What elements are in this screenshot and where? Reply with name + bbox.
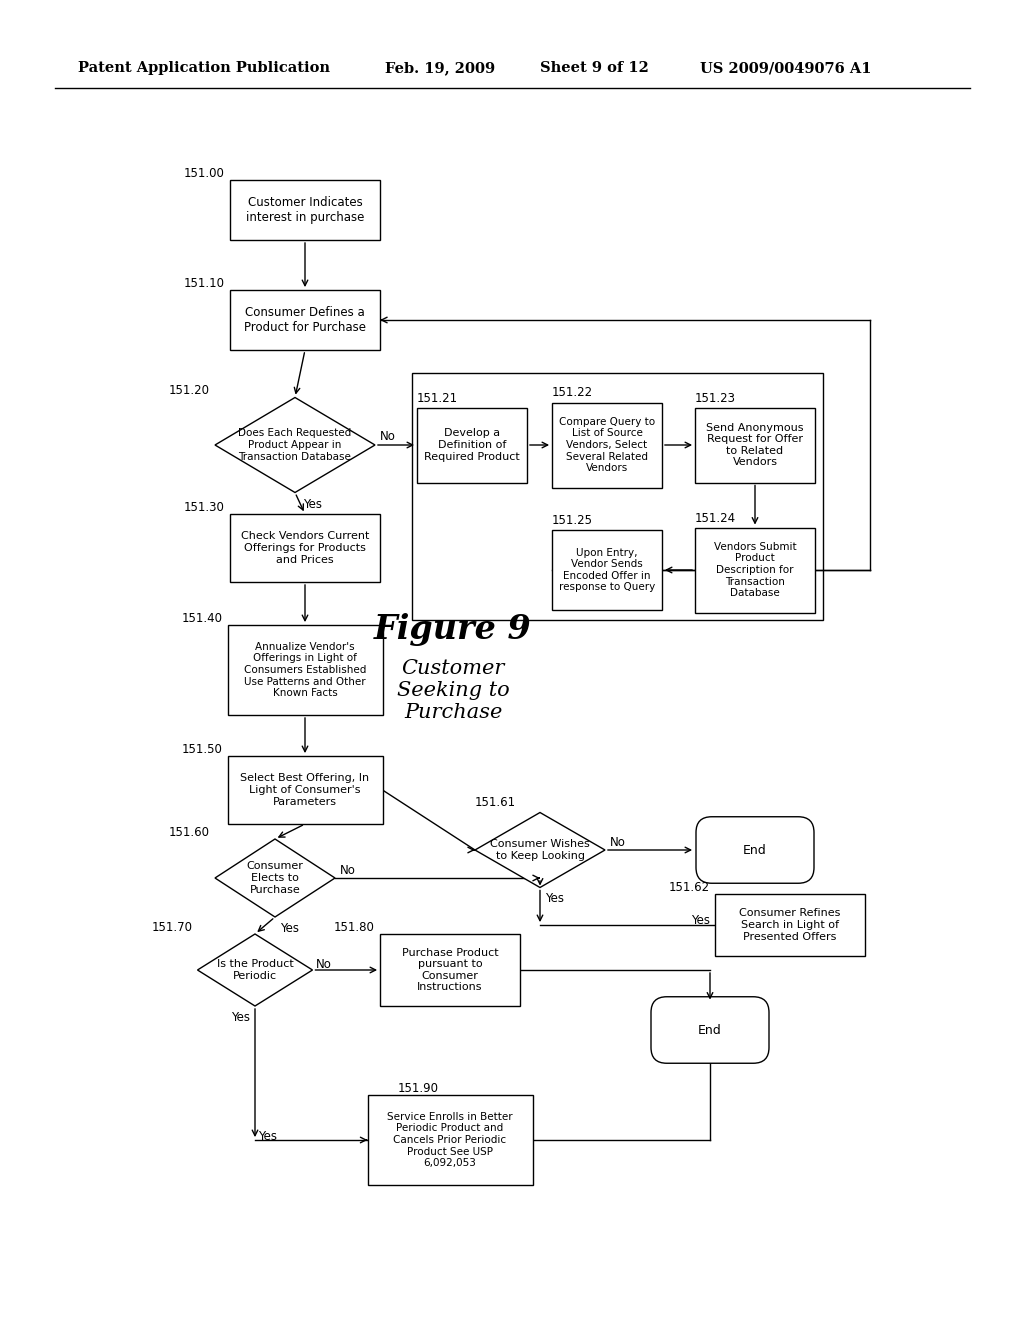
Text: 151.10: 151.10 bbox=[184, 277, 225, 290]
Bar bbox=[230, 290, 380, 350]
Text: Vendors Submit
Product
Description for
Transaction
Database: Vendors Submit Product Description for T… bbox=[714, 541, 797, 598]
Text: Customer
Seeking to
Purchase: Customer Seeking to Purchase bbox=[396, 659, 509, 722]
Bar bbox=[368, 1096, 532, 1185]
Text: Consumer Wishes
to Keep Looking: Consumer Wishes to Keep Looking bbox=[490, 840, 590, 861]
Text: 151.00: 151.00 bbox=[184, 168, 225, 180]
Bar bbox=[695, 528, 815, 612]
Text: 151.23: 151.23 bbox=[695, 392, 736, 404]
Text: Does Each Requested
Product Appear in
Transaction Database: Does Each Requested Product Appear in Tr… bbox=[239, 429, 351, 462]
Text: Annualize Vendor's
Offerings in Light of
Consumers Established
Use Patterns and : Annualize Vendor's Offerings in Light of… bbox=[244, 642, 367, 698]
Polygon shape bbox=[198, 935, 312, 1006]
Text: Yes: Yes bbox=[545, 892, 564, 906]
Text: No: No bbox=[380, 430, 396, 444]
Text: Yes: Yes bbox=[303, 498, 322, 511]
FancyBboxPatch shape bbox=[651, 997, 769, 1063]
FancyBboxPatch shape bbox=[696, 817, 814, 883]
Text: Yes: Yes bbox=[231, 1011, 250, 1024]
Text: Consumer Refines
Search in Light of
Presented Offers: Consumer Refines Search in Light of Pres… bbox=[739, 908, 841, 941]
Text: No: No bbox=[610, 836, 626, 849]
Text: Yes: Yes bbox=[280, 921, 299, 935]
Text: Yes: Yes bbox=[691, 915, 710, 928]
Text: 151.40: 151.40 bbox=[181, 612, 222, 624]
Text: 151.22: 151.22 bbox=[552, 387, 593, 400]
Text: Customer Indicates
interest in purchase: Customer Indicates interest in purchase bbox=[246, 195, 365, 224]
Polygon shape bbox=[215, 397, 375, 492]
Bar bbox=[412, 372, 823, 620]
Bar bbox=[227, 756, 383, 824]
Text: Purchase Product
pursuant to
Consumer
Instructions: Purchase Product pursuant to Consumer In… bbox=[401, 948, 499, 993]
Text: Consumer Defines a
Product for Purchase: Consumer Defines a Product for Purchase bbox=[244, 306, 366, 334]
Text: Check Vendors Current
Offerings for Products
and Prices: Check Vendors Current Offerings for Prod… bbox=[241, 532, 370, 565]
Bar bbox=[695, 408, 815, 483]
Text: Patent Application Publication: Patent Application Publication bbox=[78, 61, 330, 75]
Bar bbox=[227, 624, 383, 715]
Bar bbox=[380, 935, 520, 1006]
Text: 151.61: 151.61 bbox=[475, 796, 516, 809]
Text: 151.25: 151.25 bbox=[552, 513, 593, 527]
Text: End: End bbox=[698, 1023, 722, 1036]
Text: 151.20: 151.20 bbox=[169, 384, 210, 397]
Text: End: End bbox=[743, 843, 767, 857]
Text: 151.60: 151.60 bbox=[169, 826, 210, 840]
Bar bbox=[552, 403, 662, 487]
Bar bbox=[230, 180, 380, 240]
Text: Service Enrolls in Better
Periodic Product and
Cancels Prior Periodic
Product Se: Service Enrolls in Better Periodic Produ… bbox=[387, 1111, 513, 1168]
Text: US 2009/0049076 A1: US 2009/0049076 A1 bbox=[700, 61, 871, 75]
Bar bbox=[417, 408, 527, 483]
Text: Compare Query to
List of Source
Vendors, Select
Several Related
Vendors: Compare Query to List of Source Vendors,… bbox=[559, 417, 655, 473]
Text: No: No bbox=[315, 957, 332, 970]
Polygon shape bbox=[215, 840, 335, 917]
Text: 151.80: 151.80 bbox=[334, 921, 375, 935]
Text: 151.21: 151.21 bbox=[417, 392, 458, 404]
Text: Figure 9: Figure 9 bbox=[374, 614, 531, 647]
Text: 151.24: 151.24 bbox=[695, 511, 736, 524]
Text: 151.30: 151.30 bbox=[184, 502, 225, 513]
Text: Develop a
Definition of
Required Product: Develop a Definition of Required Product bbox=[424, 429, 520, 462]
Text: Yes: Yes bbox=[258, 1130, 278, 1143]
Text: Upon Entry,
Vendor Sends
Encoded Offer in
response to Query: Upon Entry, Vendor Sends Encoded Offer i… bbox=[559, 548, 655, 593]
Text: Send Anonymous
Request for Offer
to Related
Vendors: Send Anonymous Request for Offer to Rela… bbox=[707, 422, 804, 467]
Text: 151.70: 151.70 bbox=[152, 921, 193, 935]
Text: Feb. 19, 2009: Feb. 19, 2009 bbox=[385, 61, 496, 75]
Text: 151.50: 151.50 bbox=[181, 743, 222, 756]
Text: No: No bbox=[340, 863, 356, 876]
Bar bbox=[552, 531, 662, 610]
Polygon shape bbox=[475, 813, 605, 887]
Text: 151.62: 151.62 bbox=[669, 880, 710, 894]
Bar bbox=[230, 513, 380, 582]
Text: 151.90: 151.90 bbox=[397, 1082, 438, 1096]
Bar bbox=[715, 894, 865, 956]
Text: Is the Product
Periodic: Is the Product Periodic bbox=[217, 960, 293, 981]
Text: Consumer
Elects to
Purchase: Consumer Elects to Purchase bbox=[247, 862, 303, 895]
Text: Sheet 9 of 12: Sheet 9 of 12 bbox=[540, 61, 649, 75]
Text: Select Best Offering, In
Light of Consumer's
Parameters: Select Best Offering, In Light of Consum… bbox=[241, 774, 370, 807]
